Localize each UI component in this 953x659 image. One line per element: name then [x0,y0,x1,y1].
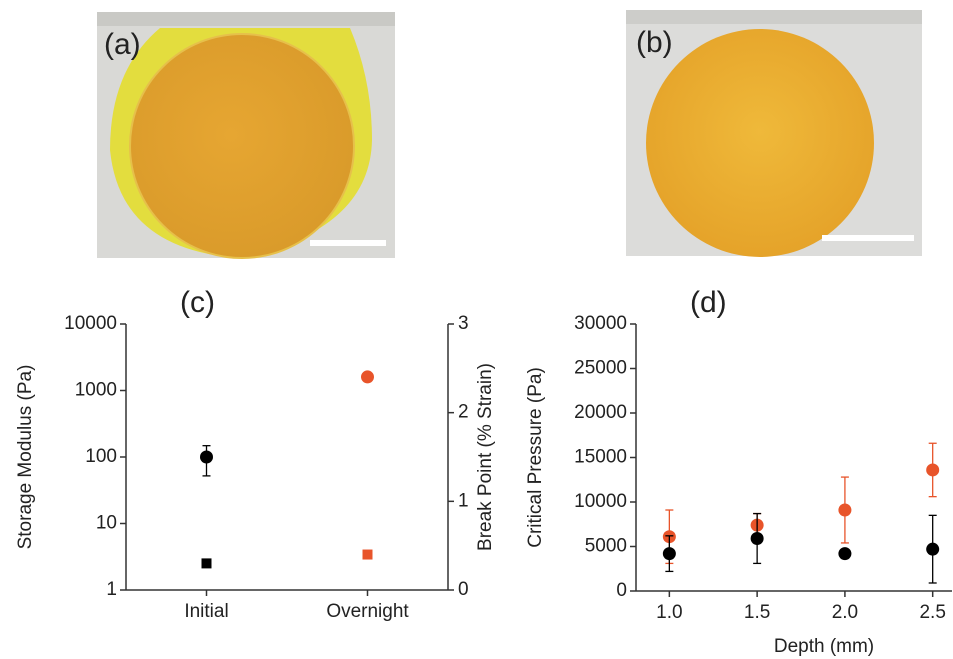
y-tick-label: 10000 [574,491,627,512]
y-tick-label: 30000 [574,313,627,334]
y2-tick-label: 0 [458,579,469,600]
y2-tick-label: 3 [458,313,469,334]
point [362,549,373,560]
y-tick-label: 5000 [585,536,627,557]
panel-label: (d) [690,286,727,319]
point [200,450,213,464]
photo-label: (a) [104,28,141,61]
x-tick-label: 1.0 [656,602,682,623]
panel-label: (c) [180,286,215,319]
y2-tick-label: 1 [458,490,469,511]
point [838,547,852,561]
x-tick-label: 2.5 [919,602,945,623]
y-axis-label: Storage Modulus (Pa) [15,365,36,550]
y-tick-label: 20000 [574,402,627,423]
y-tick-label: 0 [616,580,627,601]
point [838,503,852,517]
chart: Initial Overnight 1 10 100 1000 10000 0 1 2 3 Break… [15,286,496,622]
x-tick-label: 1.5 [744,602,770,623]
point [662,547,676,561]
y-tick-label: 10000 [64,313,117,334]
point [926,463,940,477]
point [201,558,212,569]
y2-tick-label: 2 [458,402,469,423]
y-tick-label: 100 [85,446,117,467]
point [926,542,940,556]
photo-a: (a) [97,12,395,259]
y-tick-label: 1 [106,579,117,600]
y-tick-label: 15000 [574,447,627,468]
point [750,531,764,545]
y-tick-label: 1000 [75,380,117,401]
x-axis-label: Depth (mm) [774,636,874,657]
photo-b: (b) [626,10,922,257]
point [361,370,374,384]
y-tick-label: 10 [96,513,117,534]
chart: 1.0 1.5 2.0 2.5 0 5000 10000 15000 20000 25000 300… [525,286,952,657]
y-axis-label: Critical Pressure (Pa) [525,367,546,548]
x-tick-label: Overnight [326,601,409,622]
y-tick-label: 25000 [574,358,627,379]
y2-axis-label: Break Point (% Strain) [475,363,496,551]
photo-label: (b) [636,26,673,59]
x-tick-label: 2.0 [832,602,858,623]
x-tick-label: Initial [184,601,228,622]
